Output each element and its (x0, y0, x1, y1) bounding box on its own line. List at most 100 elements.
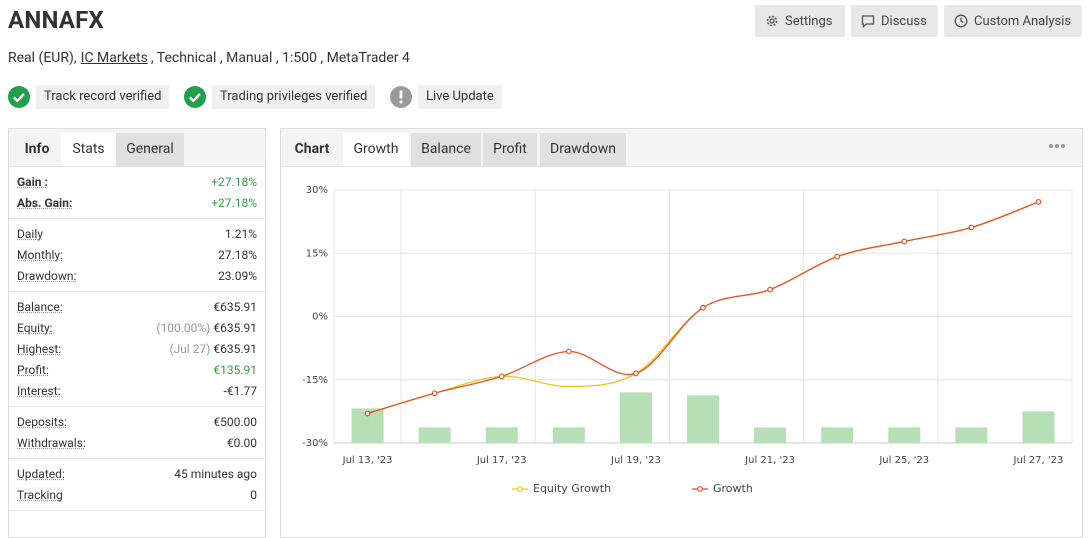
stat-value: +27.18% (211, 195, 257, 210)
stat-value-wrap: 0 (250, 488, 257, 502)
stat-value-wrap: €500.00 (213, 415, 257, 429)
stats-row: Profit: €135.91 (9, 359, 265, 380)
alert-icon (390, 86, 412, 108)
tab[interactable]: Stats (61, 133, 116, 166)
stats-row: Deposits: €500.00 (9, 411, 265, 432)
stat-value: -€1.77 (223, 383, 257, 398)
stats-group: Gain : +27.18% Abs. Gain: +27.18% (9, 167, 265, 219)
badge: Track record verified (8, 84, 170, 110)
check-icon (184, 86, 206, 108)
stats-row: Tracking 0 (9, 484, 265, 505)
tab-bar: Chart Growth Balance Profit Drawdown (281, 129, 1082, 167)
chat-icon (861, 15, 875, 28)
clock-icon (954, 14, 968, 28)
stat-label: Abs. Gain: (17, 195, 73, 210)
gear-icon (766, 15, 778, 27)
more-icon[interactable] (1048, 143, 1066, 149)
stat-note: (100.00%) (156, 320, 211, 335)
stat-value-wrap: +27.18% (211, 175, 257, 189)
stat-label: Highest: (17, 341, 62, 356)
stat-value: €635.91 (213, 341, 257, 356)
broker-link[interactable]: IC Markets (80, 50, 148, 66)
tab[interactable]: Drawdown (540, 133, 626, 166)
stats-row: Gain : +27.18% (9, 171, 265, 192)
stats-row: Drawdown: 23.09% (9, 265, 265, 286)
stat-value: €500.00 (213, 414, 257, 429)
tab[interactable]: Growth (343, 133, 409, 166)
stat-value-wrap: +27.18% (211, 196, 257, 210)
stat-label: Interest: (17, 383, 61, 398)
tab[interactable]: Balance (411, 133, 481, 166)
title: ANNAFX (8, 6, 104, 34)
stat-label: Equity: (17, 320, 53, 335)
tab[interactable]: General (116, 133, 184, 166)
stat-value-wrap: 23.09% (218, 269, 257, 283)
stat-label: Monthly: (17, 247, 63, 262)
stat-value: €0.00 (226, 435, 257, 450)
custom-analysis-button[interactable]: Custom Analysis (944, 5, 1082, 37)
stat-value: €635.91 (213, 299, 257, 314)
stats-group: Balance: €635.91 Equity: (100.00%) €635.91 Hi… (9, 292, 265, 407)
discuss-button[interactable]: Discuss (851, 5, 938, 37)
tab-bar: Info Stats General (9, 129, 265, 167)
stat-label: Withdrawals: (17, 435, 86, 450)
stats-group: Deposits: €500.00 Withdrawals: €0.00 (9, 407, 265, 459)
stats-row: Balance: €635.91 (9, 296, 265, 317)
button-label: Settings (785, 13, 833, 29)
stat-value: €135.91 (213, 362, 257, 377)
stat-value-wrap: -€1.77 (224, 384, 257, 398)
stats-row: Withdrawals: €0.00 (9, 432, 265, 453)
stats-row: Highest: (Jul 27) €635.91 (9, 338, 265, 359)
stats-row: Interest: -€1.77 (9, 380, 265, 401)
stat-label: Gain : (17, 174, 48, 189)
subtitle-text: Real (EUR), (8, 50, 77, 66)
stat-value: 0 (250, 487, 257, 502)
stat-value: 1.21% (224, 226, 257, 241)
stat-value: +27.18% (211, 174, 257, 189)
tab[interactable]: Info (24, 141, 50, 157)
stat-label: Deposits: (17, 414, 67, 429)
stat-value: 45 minutes ago (174, 466, 257, 481)
stats-row: Monthly: 27.18% (9, 244, 265, 265)
stat-label: Drawdown: (17, 268, 77, 283)
button-label: Discuss (881, 13, 927, 29)
stat-value: 23.09% (218, 268, 257, 283)
stat-label: Daily (17, 226, 43, 241)
stat-label: Tracking (17, 487, 63, 502)
check-icon (8, 86, 30, 108)
stats-panel: Info Stats General Gain : +27.18% Abs. Gai… (8, 128, 266, 538)
badge-label: Live Update (418, 85, 502, 109)
stat-value-wrap: 1.21% (225, 227, 257, 241)
stat-value-wrap: 27.18% (218, 248, 257, 262)
stats-row: Equity: (100.00%) €635.91 (9, 317, 265, 338)
stat-label: Profit: (17, 362, 49, 377)
button-label: Custom Analysis (974, 13, 1072, 29)
badge: Live Update (390, 84, 502, 110)
stats-row: Daily 1.21% (9, 223, 265, 244)
stat-value: €635.91 (213, 320, 257, 335)
subtitle: Real (EUR), IC Markets, Technical , Manua… (8, 50, 410, 66)
chart-panel: Chart Growth Balance Profit Drawdown (280, 128, 1083, 538)
stat-value-wrap: (100.00%) €635.91 (156, 321, 257, 335)
stat-value: 27.18% (218, 247, 257, 262)
badge-label: Track record verified (36, 85, 170, 109)
stats-row: Updated: 45 minutes ago (9, 463, 265, 484)
stat-value-wrap: €135.91 (213, 363, 257, 377)
subtitle-text: , Technical , Manual , 1:500 , MetaTrade… (150, 50, 410, 66)
stat-note: (Jul 27) (169, 341, 211, 356)
tab[interactable]: Profit (483, 133, 537, 166)
stat-value-wrap: €635.91 (213, 300, 257, 314)
stats-row: Abs. Gain: +27.18% (9, 192, 265, 213)
badge-label: Trading privileges verified (212, 85, 376, 109)
stats-list: Gain : +27.18% Abs. Gain: +27.18% Daily 1.21%… (9, 167, 265, 511)
stat-value-wrap: €0.00 (227, 436, 257, 450)
stat-value-wrap: 45 minutes ago (174, 467, 257, 481)
stats-group: Daily 1.21% Monthly: 27.18% Drawdown: 23.09% (9, 219, 265, 292)
stat-label: Updated: (17, 466, 65, 481)
badge: Trading privileges verified (184, 84, 376, 110)
stat-value-wrap: (Jul 27) €635.91 (169, 342, 257, 356)
stat-label: Balance: (17, 299, 63, 314)
tab[interactable]: Chart (294, 141, 330, 157)
settings-button[interactable]: Settings (755, 5, 845, 37)
